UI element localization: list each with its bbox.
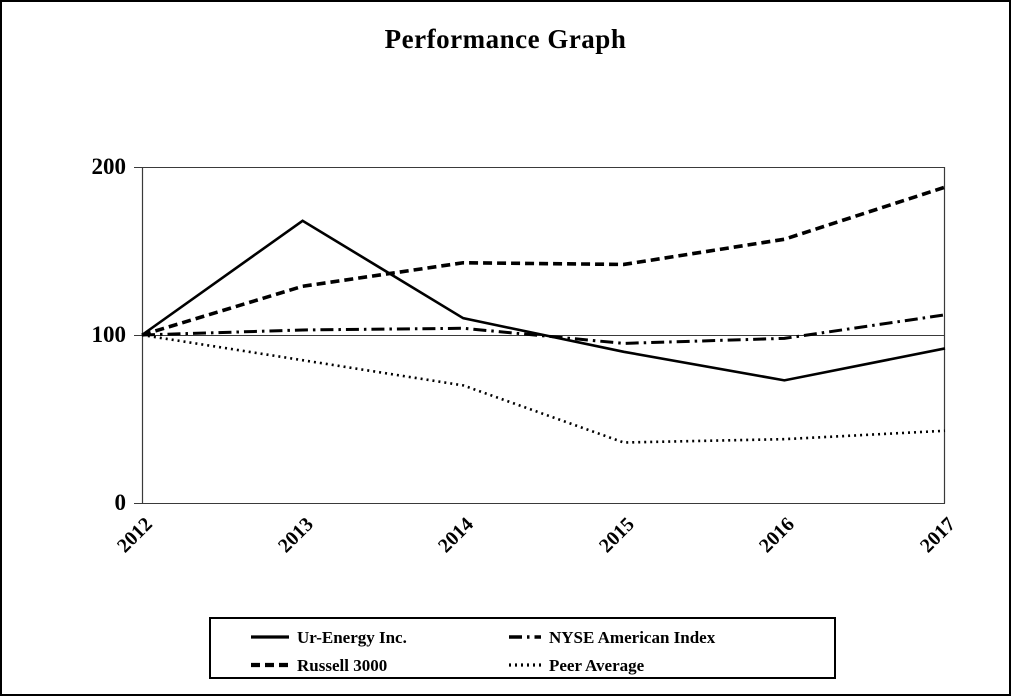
y-tick-label-0: 0 xyxy=(114,490,127,515)
legend-label: Peer Average xyxy=(549,655,645,675)
legend-item-nyse-american-index: NYSE American Index xyxy=(509,627,715,647)
y-tick-label-200: 200 xyxy=(91,154,127,179)
dotted-line-sample-icon xyxy=(509,663,541,667)
legend-item-ur-energy-inc-: Ur-Energy Inc. xyxy=(251,627,407,647)
legend-label: NYSE American Index xyxy=(549,627,716,647)
dashed-line-sample-icon xyxy=(251,662,289,668)
legend: Ur-Energy Inc. NYSE American Index Russell… xyxy=(209,617,836,679)
series-line-russell-3000 xyxy=(141,185,946,337)
series-line-peer-average xyxy=(141,333,946,444)
legend-item-russell-3000: Russell 3000 xyxy=(251,655,387,675)
chart-title: Performance Graph xyxy=(384,24,627,54)
legend-label: Russell 3000 xyxy=(297,655,388,675)
series-line-nyse-american-index xyxy=(141,313,946,345)
y-tick-label-100: 100 xyxy=(91,322,127,347)
legend-label: Ur-Energy Inc. xyxy=(297,627,407,647)
solid-line-sample-icon xyxy=(251,635,289,639)
legend-item-peer-average: Peer Average xyxy=(509,655,644,675)
series-line-ur-energy-inc- xyxy=(141,219,946,382)
dash-dot-line-sample-icon xyxy=(509,635,541,639)
